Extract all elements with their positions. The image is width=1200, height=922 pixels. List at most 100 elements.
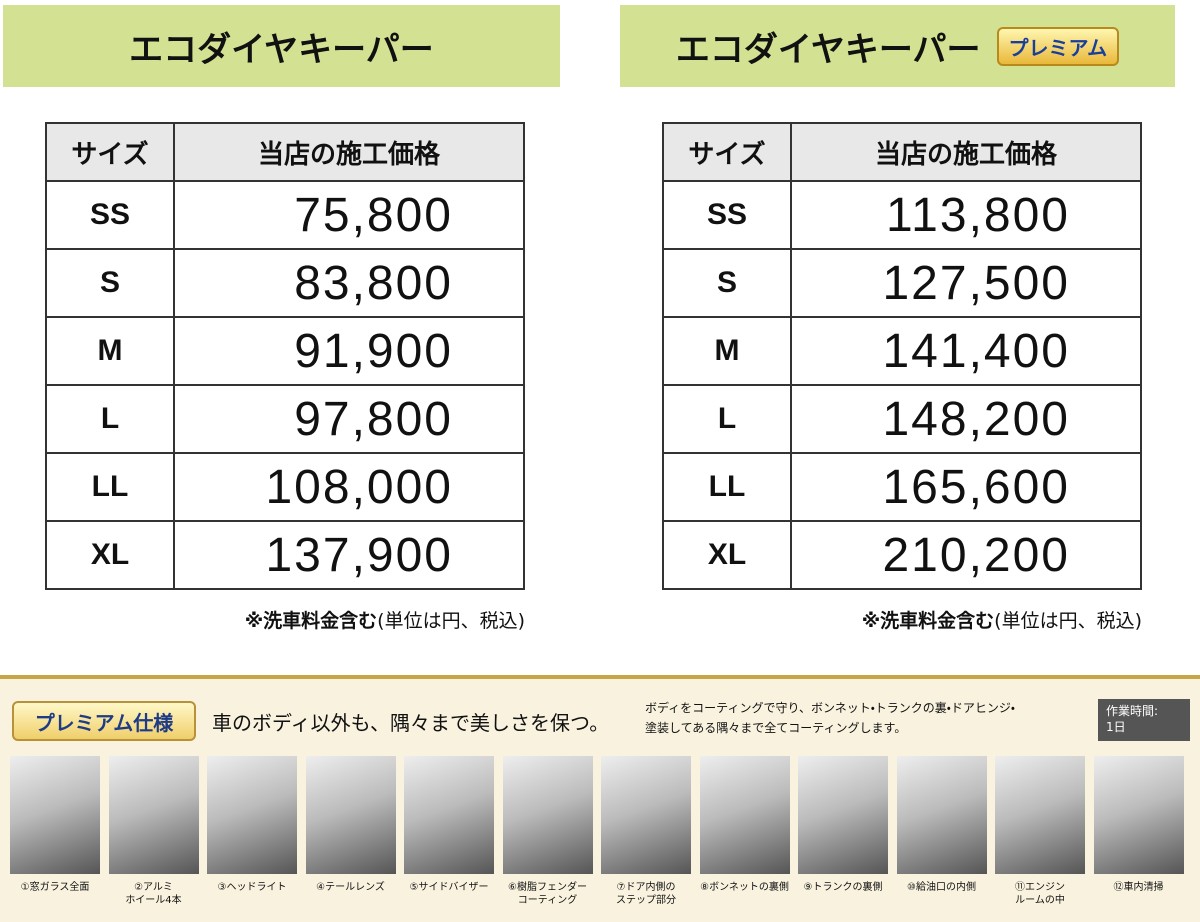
description-line: ボディをコーティングで守り、ボンネット・トランクの裏・ドアヒンジ・ <box>645 701 1015 715</box>
price-row: S 127,500 <box>662 248 1142 318</box>
price-note: ※洗車料金含む(単位は円、税込) <box>45 606 525 633</box>
caption-line: ⑫車内清掃 <box>1113 882 1164 893</box>
step-caption: ⑥樹脂フェンダー コーティング <box>500 881 596 907</box>
panel-title-bar: エコダイヤキーパー プレミアム <box>620 5 1175 87</box>
caption-line: ホイール4本 <box>125 895 182 906</box>
price-row: XL 137,900 <box>45 520 525 590</box>
price-cell: 137,900 <box>173 520 525 590</box>
price-cell: 141,400 <box>790 316 1142 386</box>
step-photo <box>305 756 396 874</box>
step-photo <box>404 756 494 874</box>
header-cell: 当店の施工価格 <box>173 122 525 182</box>
price-cell: 165,600 <box>790 452 1142 522</box>
tagline: 車のボディ以外も、隅々まで美しさを保つ。 <box>212 711 610 735</box>
step-caption: ⑧ボンネットの裏側 <box>697 881 793 894</box>
size-cell: XL <box>662 520 792 590</box>
step-photo <box>601 756 691 874</box>
price-table: サイズ 当店の施工価格 SS 75,800 S 83,800 M 91,900 L 97,800 L… <box>45 122 525 590</box>
size-cell: S <box>662 248 792 318</box>
price-row: LL 108,000 <box>45 452 525 522</box>
caption-line: ⑧ボンネットの裏側 <box>700 882 789 893</box>
caption-line: ③ヘッドライト <box>217 882 287 893</box>
work-time: 作業時間: 1日 <box>1098 699 1190 741</box>
size-cell: L <box>662 384 792 454</box>
step-photo <box>502 756 593 874</box>
price-row: LL 165,600 <box>662 452 1142 522</box>
caption-line: ステップ部分 <box>616 895 676 906</box>
step-caption: ③ヘッドライト <box>204 881 300 894</box>
caption-line: ⑦ドア内側の <box>616 882 676 893</box>
note-rest: (単位は円、税込) <box>377 610 525 632</box>
panel-title: エコダイヤキーパー <box>675 29 981 70</box>
header-cell: サイズ <box>45 122 175 182</box>
step-caption: ①窓ガラス全面 <box>7 881 103 894</box>
note-rest: (単位は円、税込) <box>994 610 1142 632</box>
price-row: M 91,900 <box>45 316 525 386</box>
size-cell: SS <box>662 180 792 250</box>
header-cell: サイズ <box>662 122 792 182</box>
price-table: サイズ 当店の施工価格 SS 113,800 S 127,500 M 141,400 L 148,… <box>662 122 1142 590</box>
caption-line: ⑤サイドバイザー <box>409 882 489 893</box>
price-note: ※洗車料金含む(単位は円、税込) <box>662 606 1142 633</box>
step-caption: ⑩給油口の内側 <box>894 881 990 894</box>
step-photo <box>108 756 199 874</box>
caption-line: ⑨トランクの裏側 <box>803 882 883 893</box>
price-row: SS 113,800 <box>662 180 1142 250</box>
step-photo <box>207 756 297 874</box>
description-line: 塗装してある隅々まで全てコーティングします。 <box>645 721 907 735</box>
caption-line: ④テールレンズ <box>316 882 385 893</box>
size-cell: SS <box>45 180 175 250</box>
price-cell: 91,900 <box>173 316 525 386</box>
price-cell: 113,800 <box>790 180 1142 250</box>
caption-line: ルームの中 <box>1015 895 1065 906</box>
size-cell: M <box>662 316 792 386</box>
price-cell: 148,200 <box>790 384 1142 454</box>
caption-line: ①窓ガラス全面 <box>20 882 90 893</box>
price-cell: 210,200 <box>790 520 1142 590</box>
caption-line: コーティング <box>517 895 578 906</box>
header-cell: 当店の施工価格 <box>790 122 1142 182</box>
step-photo <box>995 756 1085 874</box>
step-photo <box>798 756 888 874</box>
premium-section: プレミアム仕様 車のボディ以外も、隅々まで美しさを保つ。 ボディをコーティングで守り… <box>0 675 1200 922</box>
step-photo <box>699 756 790 874</box>
step-caption: ⑨トランクの裏側 <box>795 881 891 894</box>
panel-title-bar: エコダイヤキーパー <box>3 5 560 87</box>
step-photo <box>10 756 100 874</box>
caption-line: ⑥樹脂フェンダー <box>508 882 587 893</box>
price-cell: 108,000 <box>173 452 525 522</box>
step-caption: ⑤サイドバイザー <box>401 881 497 894</box>
step-photo <box>896 756 987 874</box>
price-cell: 75,800 <box>173 180 525 250</box>
size-cell: LL <box>45 452 175 522</box>
price-row: L 97,800 <box>45 384 525 454</box>
size-cell: S <box>45 248 175 318</box>
size-cell: L <box>45 384 175 454</box>
panel-title: エコダイヤキーパー <box>129 29 434 70</box>
price-row: M 141,400 <box>662 316 1142 386</box>
premium-badge: プレミアム <box>996 26 1120 66</box>
step-caption: ②アルミホイール4本 <box>106 881 202 907</box>
price-row: L 148,200 <box>662 384 1142 454</box>
step-caption: ⑫車内清掃 <box>1091 881 1187 894</box>
caption-line: ②アルミ <box>134 882 173 893</box>
work-time-label: 作業時間: <box>1106 704 1159 718</box>
size-cell: M <box>45 316 175 386</box>
price-row: SS 75,800 <box>45 180 525 250</box>
note-bold: ※洗車料金含む <box>244 610 378 632</box>
work-time-value: 1日 <box>1106 720 1126 734</box>
step-caption: ⑪エンジンルームの中 <box>992 881 1088 907</box>
premium-badge: プレミアム仕様 <box>12 701 196 741</box>
caption-line: ⑩給油口の内側 <box>907 882 976 893</box>
header-row: サイズ 当店の施工価格 <box>662 122 1142 182</box>
price-row: S 83,800 <box>45 248 525 318</box>
header-row: サイズ 当店の施工価格 <box>45 122 525 182</box>
size-cell: LL <box>662 452 792 522</box>
caption-line: ⑪エンジン <box>1015 882 1065 893</box>
price-row: XL 210,200 <box>662 520 1142 590</box>
price-cell: 97,800 <box>173 384 525 454</box>
step-photo <box>1093 756 1184 874</box>
price-cell: 83,800 <box>173 248 525 318</box>
price-cell: 127,500 <box>790 248 1142 318</box>
